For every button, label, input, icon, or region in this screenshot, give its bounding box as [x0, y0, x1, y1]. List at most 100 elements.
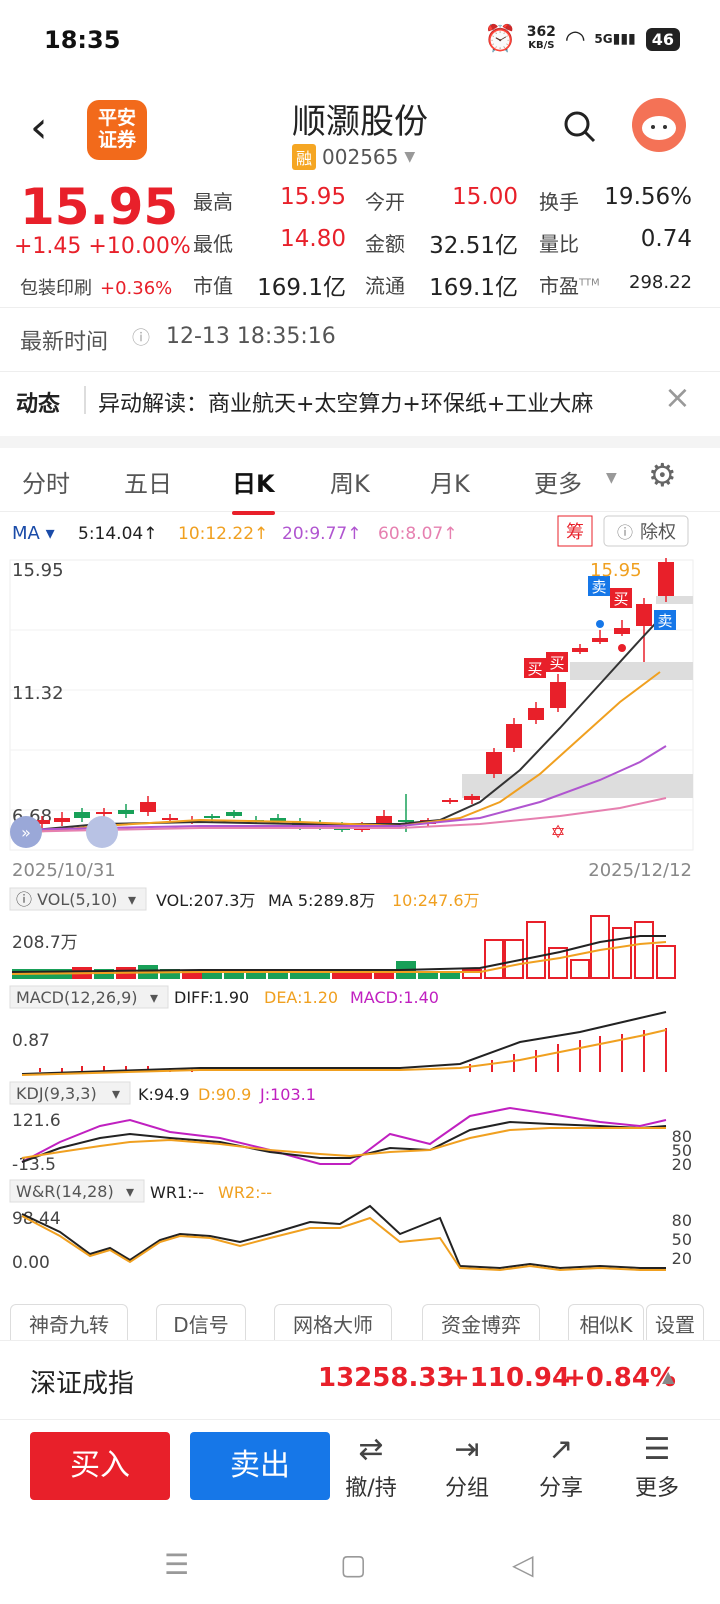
wr-level-label: 20	[672, 1249, 692, 1268]
buy-button[interactable]: 买入	[30, 1432, 170, 1500]
volume-bar	[612, 927, 632, 979]
quote-value: 32.51亿	[429, 233, 518, 259]
status-bar: 18:35 ⏰ 362 KB/S ◠ 5G▮▮▮ 46	[0, 0, 720, 80]
chevron-down-icon: ▾	[128, 890, 136, 909]
volume-bar	[634, 921, 654, 979]
news-ticker[interactable]: 动态 异动解读：商业航天+太空算力+环保纸+工业大麻 ×	[0, 372, 720, 434]
tool-button-2[interactable]: 网格大师	[274, 1304, 392, 1346]
buy-marker	[546, 652, 568, 672]
rights-box[interactable]	[603, 515, 689, 547]
reset-view-button[interactable]	[86, 816, 118, 848]
action-3[interactable]: ☰ 更多	[617, 1432, 697, 1502]
ma5-line	[11, 611, 667, 833]
clock: 18:35	[44, 26, 121, 54]
sell-button[interactable]: 卖出	[190, 1432, 330, 1500]
kdj-y-top: 121.6	[12, 1111, 61, 1131]
sector-info[interactable]: 包装印刷 +0.36%	[20, 278, 173, 299]
wr-selector[interactable]	[9, 1179, 145, 1203]
chevron-down-icon: ▼	[404, 149, 416, 165]
chevron-icon: »	[21, 823, 31, 842]
broker-logo[interactable]: 平安 证券	[87, 100, 147, 160]
index-value: 13258.33	[318, 1363, 455, 1393]
action-label: 更多	[634, 1476, 679, 1501]
buy-marker-text: 买	[549, 654, 564, 672]
candle-body	[614, 628, 630, 634]
candle-body	[658, 562, 674, 596]
tool-button-0[interactable]: 神奇九转	[10, 1304, 128, 1346]
system-navbar: ☰ ▢ ◁	[0, 1530, 720, 1604]
kline-chart-svg[interactable]: MA ▾ 5:14.04↑ 10:12.22↑ 20:9.77↑ 60:8.07↑ 筹 ⓘ 除…	[0, 512, 720, 1320]
action-label: 撤/持	[345, 1476, 397, 1501]
tool-button-5[interactable]: 设置	[646, 1304, 704, 1346]
tool-button-1[interactable]: D信号	[156, 1304, 246, 1346]
info-icon[interactable]: ⓘ	[132, 328, 150, 349]
buy-marker-text: 买	[527, 660, 542, 678]
action-icon: ☰	[643, 1432, 671, 1467]
update-time-value: 12-13 18:35:16	[166, 324, 336, 349]
quote-value: 298.22	[629, 272, 692, 293]
vol-selector[interactable]	[9, 887, 147, 911]
wr1-line	[21, 1204, 666, 1270]
candle-body	[592, 638, 608, 642]
chip-box[interactable]	[557, 515, 593, 547]
action-2[interactable]: ↗ 分享	[521, 1432, 601, 1502]
quote-label: 金额	[365, 232, 405, 256]
tool-button-4[interactable]: 相似K	[568, 1304, 644, 1346]
tab-2[interactable]: 日K	[232, 464, 275, 515]
ma-selector[interactable]: MA ▾	[12, 523, 55, 544]
divider	[84, 386, 86, 414]
tab-5[interactable]: 更多	[534, 470, 582, 498]
kdj-j: J:103.1	[259, 1085, 316, 1104]
kdj-selector[interactable]	[9, 1081, 131, 1105]
macd-dea: DEA:1.20	[264, 988, 338, 1007]
chevron-down-icon: ▾	[150, 988, 158, 1007]
assistant-avatar[interactable]	[632, 98, 686, 152]
action-icon: ↗	[548, 1432, 574, 1467]
candle-body	[572, 648, 588, 652]
last-price-label: 15.95	[590, 560, 642, 581]
quote-value: 169.1亿	[429, 275, 518, 301]
chevron-up-icon[interactable]: ▲	[662, 1367, 675, 1386]
net-speed: 362 KB/S	[526, 24, 556, 51]
action-0[interactable]: ⇄ 撤/持	[331, 1432, 411, 1502]
volume-bar	[656, 945, 676, 979]
ma-value-1: 10:12.22↑	[178, 524, 268, 544]
menu-nav-icon[interactable]: ☰	[164, 1548, 190, 1581]
chevron-down-icon[interactable]: ▼	[606, 470, 617, 486]
quote-value: 15.95	[280, 184, 346, 210]
news-tag: 动态	[16, 392, 61, 417]
action-1[interactable]: ⇥ 分组	[427, 1432, 507, 1502]
tab-1[interactable]: 五日	[124, 470, 172, 498]
home-nav-icon[interactable]: ▢	[340, 1548, 367, 1581]
tab-3[interactable]: 周K	[330, 470, 370, 498]
tab-4[interactable]: 月K	[430, 470, 470, 498]
tool-button-3[interactable]: 资金博弈	[422, 1304, 540, 1346]
macd-selector[interactable]	[9, 985, 169, 1009]
candle-body	[270, 818, 286, 822]
update-time-label: 最新时间	[20, 330, 109, 355]
volume-bar	[548, 947, 568, 979]
back-nav-icon[interactable]: ◁	[512, 1548, 534, 1581]
kdj-level-label: 80	[672, 1127, 692, 1146]
scroll-left-button[interactable]	[10, 816, 42, 848]
search-icon[interactable]	[563, 110, 597, 144]
tab-0[interactable]: 分时	[22, 470, 70, 498]
sell-marker-text: 卖	[657, 612, 672, 630]
index-bar[interactable]: 深证成指 13258.33 +110.94 +0.84% ▲	[0, 1340, 720, 1420]
wr-selector-text: W&R(14,28)	[16, 1182, 114, 1201]
stock-code-row[interactable]: 融 002565 ▼	[292, 144, 415, 170]
y-mid-label: 11.32	[12, 683, 64, 704]
vol-ma5: MA 5:289.8万	[268, 891, 375, 910]
quote-label: 最低	[193, 232, 233, 256]
candle-body	[96, 812, 112, 814]
pressure-band	[570, 662, 693, 680]
quote-label-sup: TTM	[579, 277, 600, 289]
back-icon[interactable]: ‹	[30, 102, 48, 153]
action-icon: ⇄	[358, 1432, 384, 1467]
settings-gear-icon[interactable]: ⚙	[648, 456, 677, 494]
kline-chart-area[interactable]: MA ▾ 5:14.04↑ 10:12.22↑ 20:9.77↑ 60:8.07↑ 筹 ⓘ 除…	[0, 512, 720, 1320]
kline-frame	[9, 559, 694, 851]
close-icon[interactable]: ×	[656, 378, 699, 416]
pressure-band	[462, 774, 693, 798]
sell-marker	[588, 576, 610, 596]
